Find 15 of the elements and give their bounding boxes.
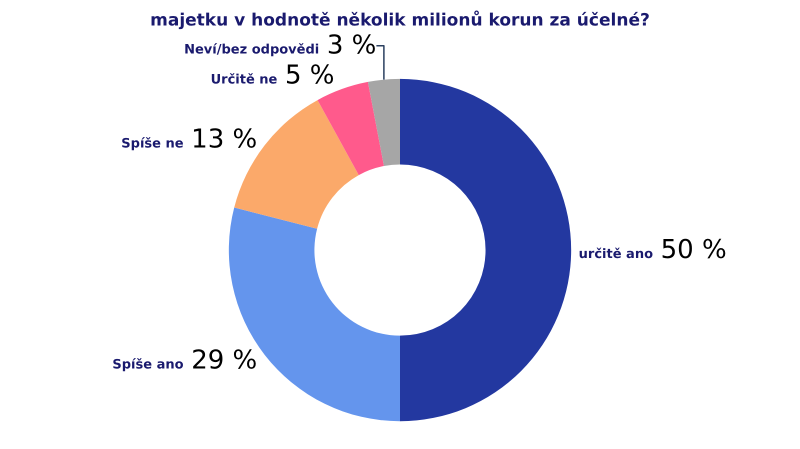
chart-title: majetku v hodnotě několik milionů korun za účelné? xyxy=(150,10,650,30)
slice-label: Neví/bez odpovědi xyxy=(184,42,320,58)
slice-label: Určitě ne xyxy=(210,72,278,88)
slice-label: Spíše ano xyxy=(112,358,184,373)
slice-label: určitě ano xyxy=(578,247,654,262)
slice-label: Spíše ne xyxy=(121,136,184,152)
data-label: 29 % xyxy=(191,346,258,376)
data-label: 50 % xyxy=(660,235,727,266)
donut-slice xyxy=(400,78,571,422)
donut-slice xyxy=(228,207,400,422)
donut-slice xyxy=(234,100,359,229)
data-label: 13 % xyxy=(191,124,258,155)
data-label: 5 % xyxy=(285,60,335,91)
data-label: 3 % xyxy=(326,30,376,61)
donut-slice xyxy=(368,78,400,166)
